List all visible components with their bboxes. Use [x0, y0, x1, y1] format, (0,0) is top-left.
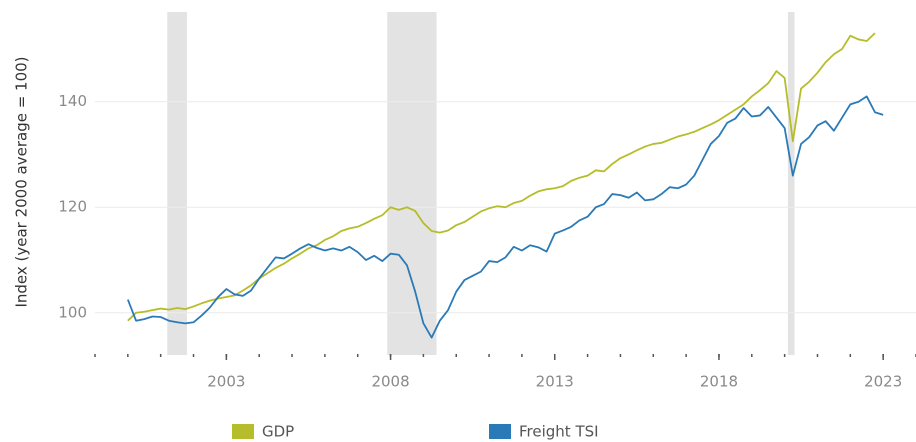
legend-swatch [489, 424, 511, 439]
series-line [127, 32, 876, 322]
series-line [127, 95, 884, 339]
y-axis-title: Index (year 2000 average = 100) [13, 56, 31, 307]
recession-band [167, 12, 187, 355]
y-tick-label: 140 [58, 92, 87, 110]
legend-label: Freight TSI [519, 423, 599, 441]
recession-band [387, 12, 437, 355]
x-tick-label: 2003 [207, 373, 245, 391]
x-tick-label: 2018 [700, 373, 738, 391]
legend-label: GDP [262, 423, 294, 441]
x-tick-label: 2013 [536, 373, 574, 391]
y-tick-label: 100 [58, 303, 87, 321]
x-tick-label: 2023 [864, 373, 902, 391]
x-tick-label: 2008 [371, 373, 409, 391]
y-tick-label: 120 [58, 198, 87, 216]
legend-swatch [232, 424, 254, 439]
recession-band [787, 12, 795, 355]
